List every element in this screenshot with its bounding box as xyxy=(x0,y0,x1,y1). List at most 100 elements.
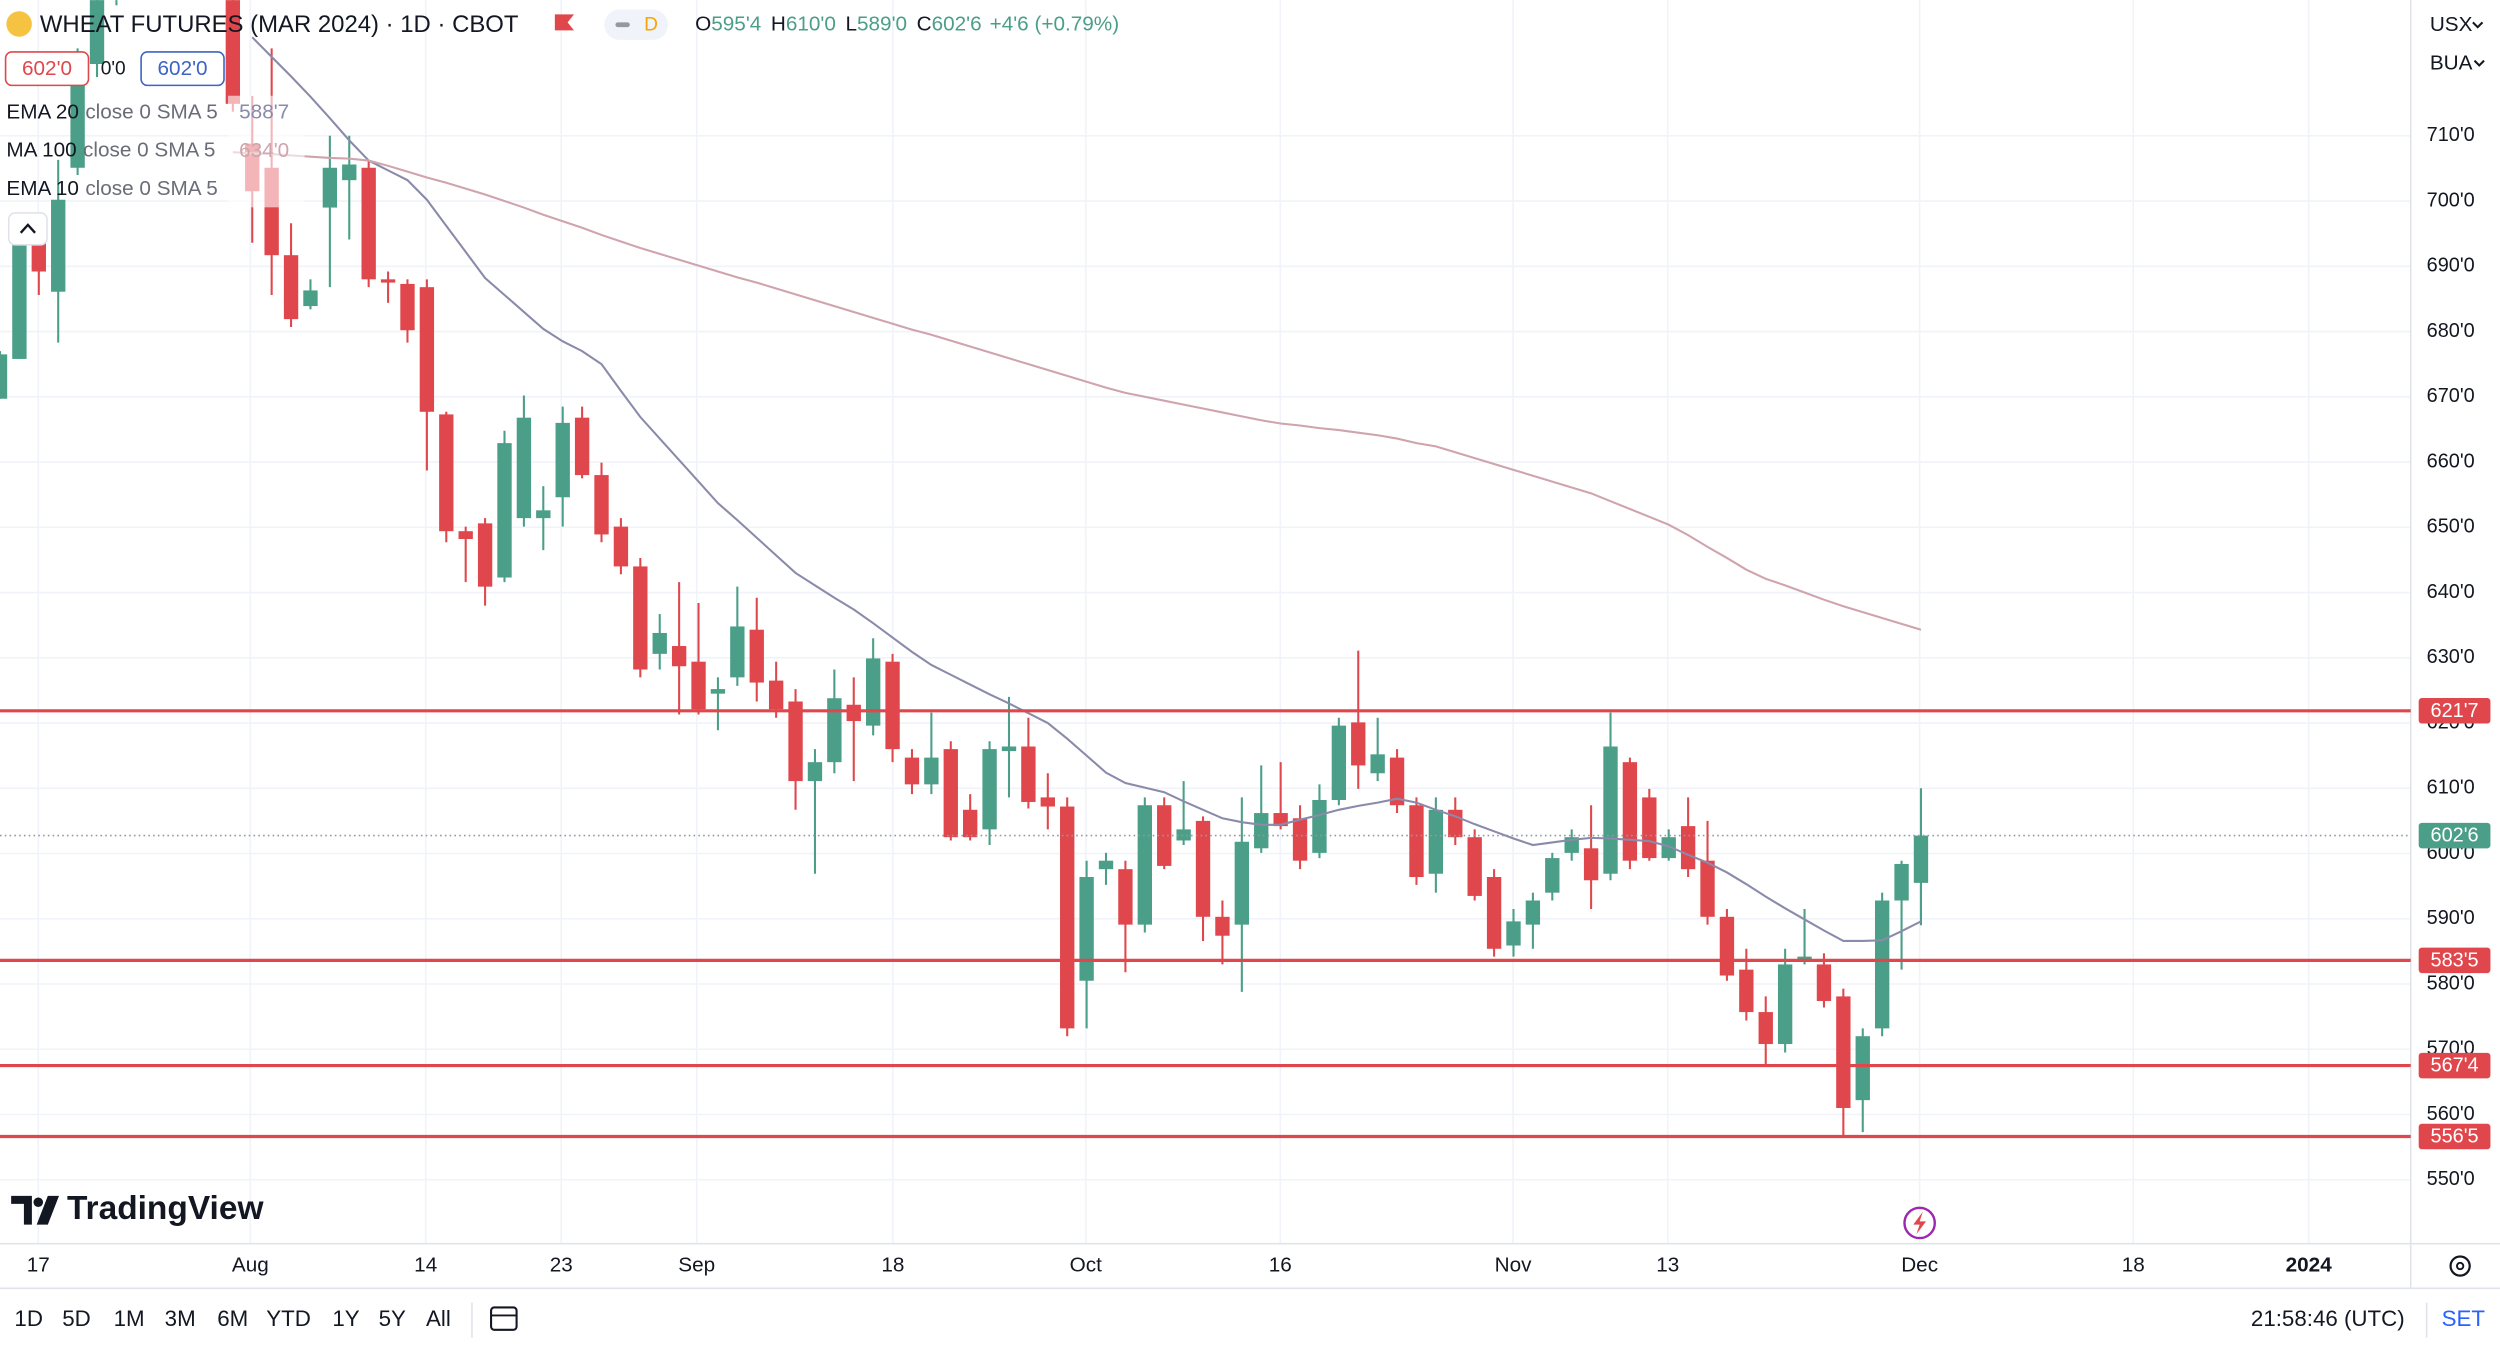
settings-gear[interactable] xyxy=(2449,1255,2471,1277)
range-button[interactable]: All xyxy=(426,1306,451,1331)
candle-body xyxy=(846,704,861,722)
session-pill xyxy=(604,9,669,40)
candle-body xyxy=(1506,921,1521,946)
candle-body xyxy=(1816,964,1832,1001)
candle-body xyxy=(730,626,745,678)
candle-body xyxy=(749,629,764,683)
candle-body xyxy=(342,164,357,181)
x-tick-label: 18 xyxy=(2122,1253,2145,1276)
candle-body xyxy=(1234,841,1250,925)
range-button[interactable]: YTD xyxy=(266,1306,311,1331)
legend-params: close 0 SMA 5 xyxy=(85,177,217,200)
x-tick-label: Oct xyxy=(1070,1253,1102,1276)
level-tag xyxy=(2418,698,2491,724)
last-price-tag xyxy=(2418,822,2491,849)
x-tick-label: 2024 xyxy=(2286,1253,2333,1276)
range-button[interactable]: 5Y xyxy=(379,1306,406,1331)
candle-body xyxy=(1486,877,1502,949)
y-tick-label: 580'0 xyxy=(2427,972,2475,994)
level-label: 621'7 xyxy=(2431,700,2479,722)
candle-body xyxy=(1661,837,1676,859)
y-tick-label: 610'0 xyxy=(2427,777,2475,799)
ohlc-value: 595'4 xyxy=(711,13,761,36)
level-label: 583'5 xyxy=(2431,949,2479,971)
logo-text: TradingView xyxy=(67,1190,264,1227)
candle-body xyxy=(1836,996,1851,1108)
candle-body xyxy=(1001,746,1017,752)
toolbar: 1D 5D 1M 3M 6M YTD 1Y 5Y All xyxy=(14,1306,450,1331)
x-tick-label: Dec xyxy=(1901,1253,1938,1276)
level-label: 567'4 xyxy=(2431,1055,2479,1077)
collapse-chevron xyxy=(19,223,36,234)
candle-body xyxy=(1680,826,1696,870)
candle-body xyxy=(0,354,8,399)
candle-body xyxy=(1448,809,1463,838)
candle-body xyxy=(283,255,299,320)
range-button[interactable]: 1D xyxy=(14,1306,43,1331)
moving-average xyxy=(232,151,1922,631)
candle-body xyxy=(768,680,784,710)
spread: 0'0 xyxy=(101,58,126,79)
candle-body xyxy=(322,167,338,208)
range-button[interactable]: 3M xyxy=(165,1306,196,1331)
range-button[interactable]: 6M xyxy=(217,1306,248,1331)
candle-body xyxy=(1389,757,1405,806)
settings-text[interactable]: SET xyxy=(2442,1306,2486,1331)
candle-body xyxy=(516,417,532,519)
symbol-icon xyxy=(6,11,32,37)
legend-name: EMA 20 xyxy=(6,101,79,124)
candle-body xyxy=(1254,813,1269,849)
calendar-icon[interactable] xyxy=(490,1306,518,1331)
alert-icon[interactable] xyxy=(1903,1206,1936,1240)
y-tick-label: 660'0 xyxy=(2427,450,2475,472)
x-tick-label: Aug xyxy=(232,1253,269,1276)
candle-body xyxy=(1758,1012,1773,1045)
range-button[interactable]: 1M xyxy=(114,1306,145,1331)
candle-body xyxy=(671,646,687,667)
plot-area xyxy=(0,0,1929,1136)
candle-body xyxy=(904,757,920,785)
logo-mark xyxy=(11,1195,59,1225)
range-button[interactable]: 5D xyxy=(62,1306,91,1331)
legend-name: EMA 10 xyxy=(6,177,79,200)
y-tick-label: 590'0 xyxy=(2427,907,2475,929)
candle-body xyxy=(1215,916,1230,936)
last-price-label: 602'6 xyxy=(2431,825,2479,847)
x-tick-label: 14 xyxy=(414,1253,437,1276)
y-tick-label: 680'0 xyxy=(2427,320,2475,342)
currency[interactable]: USX xyxy=(2430,13,2473,36)
candle-body xyxy=(361,167,376,280)
collapse-button[interactable] xyxy=(7,212,48,246)
ohlc-key: O xyxy=(695,13,711,36)
candle-body xyxy=(225,0,241,104)
unit-chevron xyxy=(2473,59,2485,67)
x-tick-label: 18 xyxy=(881,1253,904,1276)
sell-price[interactable]: 602'0 xyxy=(22,57,72,80)
y-tick-label: 670'0 xyxy=(2427,385,2475,407)
candle-body xyxy=(1603,746,1618,874)
legend-entry: MA 100 close 0 SMA 5 xyxy=(6,139,215,162)
candle-body xyxy=(1118,869,1133,925)
unit[interactable]: BUA xyxy=(2430,51,2473,74)
moving-average xyxy=(251,36,1922,942)
candle-body xyxy=(12,239,27,359)
ohlc-key: H xyxy=(771,13,786,36)
currency-chevron xyxy=(2472,21,2484,29)
session-dash xyxy=(615,22,630,28)
ohlc-values: O595'4 H610'0 L589'0 C602'6 +4'6 (+0.79%) xyxy=(695,13,1119,36)
y-tick-label: 640'0 xyxy=(2427,581,2475,603)
candle-body xyxy=(51,199,66,292)
candle-body xyxy=(1060,806,1075,1029)
legend-params: close 0 SMA 5 xyxy=(85,101,217,124)
candle-body xyxy=(1622,762,1638,861)
y-tick-label: 630'0 xyxy=(2427,646,2475,668)
y-tick-label: 710'0 xyxy=(2427,124,2475,146)
candle-body xyxy=(1700,860,1715,917)
x-tick-label: 17 xyxy=(27,1253,50,1276)
symbol-title: WHEAT FUTURES (MAR 2024) · 1D · CBOT xyxy=(40,11,519,38)
y-tick-label: 550'0 xyxy=(2427,1168,2475,1190)
range-button[interactable]: 1Y xyxy=(332,1306,359,1331)
candle-body xyxy=(1467,837,1482,896)
buy-price[interactable]: 602'0 xyxy=(158,57,208,80)
